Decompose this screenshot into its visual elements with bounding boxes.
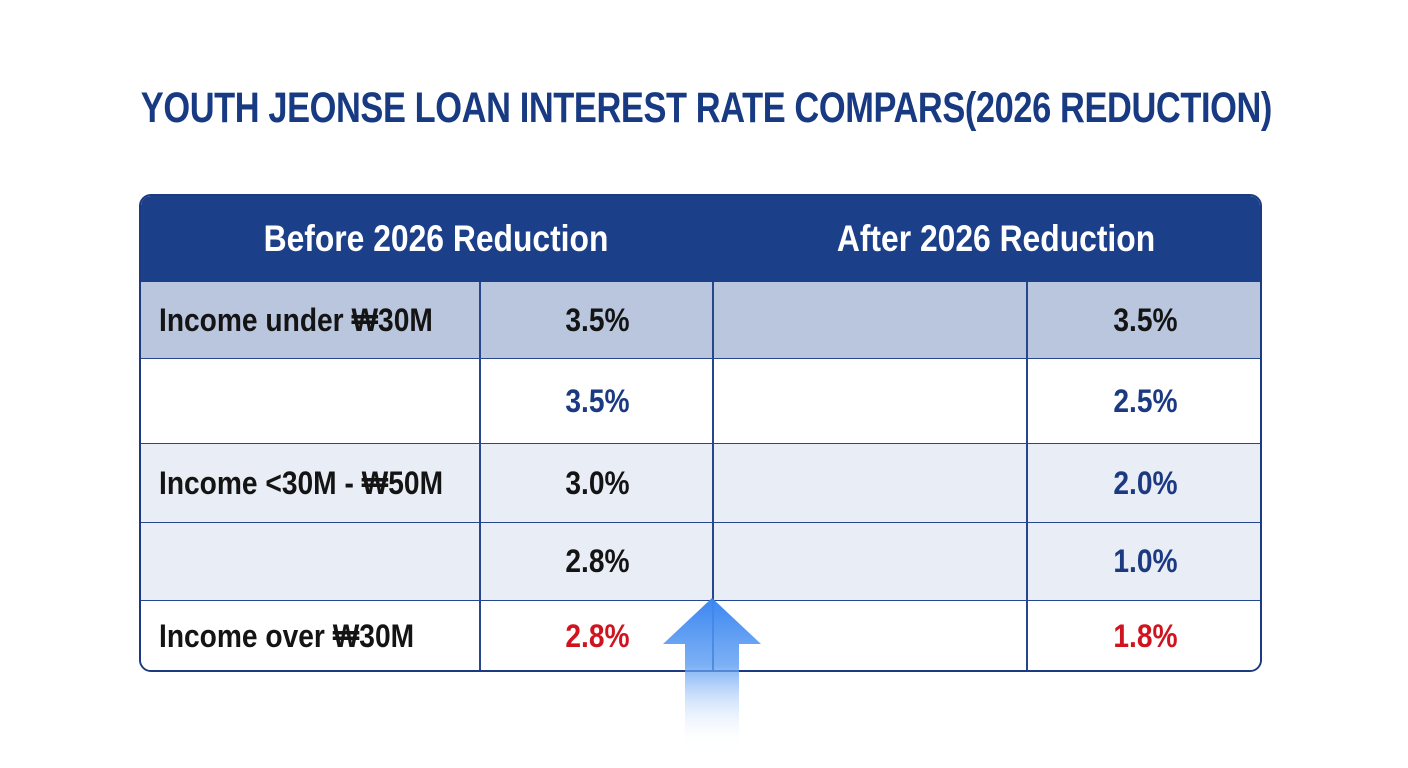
before-rate: 3.5% (481, 282, 714, 358)
row-label-text: Income under ₩30M (159, 301, 433, 338)
chart-title: YOUTH JEONSE LOAN INTEREST RATE COMPARS(… (140, 84, 1273, 132)
table-row: Income under ₩30M 3.5% 3.5% (141, 282, 1260, 358)
table-row: 3.5% 2.5% (141, 358, 1260, 443)
column-divider (1026, 282, 1028, 670)
empty-cell (714, 444, 1028, 522)
column-divider (479, 282, 481, 670)
after-rate-text: 2.5% (1112, 382, 1178, 419)
after-rate: 2.5% (1028, 359, 1260, 443)
after-rate: 1.0% (1028, 523, 1260, 600)
before-rate-text: 2.8% (565, 618, 630, 654)
row-label-text: Income over ₩30M (159, 618, 415, 654)
row-label (141, 523, 481, 600)
row-label: Income <30M - ₩50M (141, 444, 481, 522)
after-rate: 1.8% (1028, 601, 1260, 670)
row-label: Income under ₩30M (141, 282, 481, 358)
table-header: Before 2026 Reduction After 2026 Reducti… (141, 196, 1260, 282)
after-rate: 3.5% (1028, 282, 1260, 358)
before-rate: 2.8% (481, 601, 714, 670)
row-label-text: Income <30M - ₩50M (159, 464, 444, 501)
after-rate-text: 1.8% (1112, 618, 1178, 654)
table-row: 2.8% 1.0% (141, 522, 1260, 600)
before-rate: 3.5% (481, 359, 714, 443)
after-rate-text: 3.5% (1112, 301, 1178, 338)
row-label: Income over ₩30M (141, 601, 481, 670)
header-after-2026: After 2026 Reduction (836, 218, 1156, 259)
rate-comparison-table: Before 2026 Reduction After 2026 Reducti… (139, 194, 1262, 672)
header-before-2026: Before 2026 Reduction (263, 218, 609, 259)
before-rate-text: 2.8% (565, 543, 630, 579)
before-rate: 3.0% (481, 444, 714, 522)
before-rate: 2.8% (481, 523, 714, 600)
up-arrow-icon (663, 598, 761, 748)
empty-cell (714, 523, 1028, 600)
before-rate-text: 3.5% (565, 301, 630, 338)
after-rate: 2.0% (1028, 444, 1260, 522)
column-divider (712, 282, 714, 670)
row-label (141, 359, 481, 443)
empty-cell (714, 359, 1028, 443)
before-rate-text: 3.5% (565, 382, 630, 419)
table-row: Income <30M - ₩50M 3.0% 2.0% (141, 443, 1260, 522)
after-rate-text: 2.0% (1112, 464, 1178, 501)
before-rate-text: 3.0% (565, 464, 630, 501)
empty-cell (714, 282, 1028, 358)
after-rate-text: 1.0% (1112, 543, 1178, 579)
